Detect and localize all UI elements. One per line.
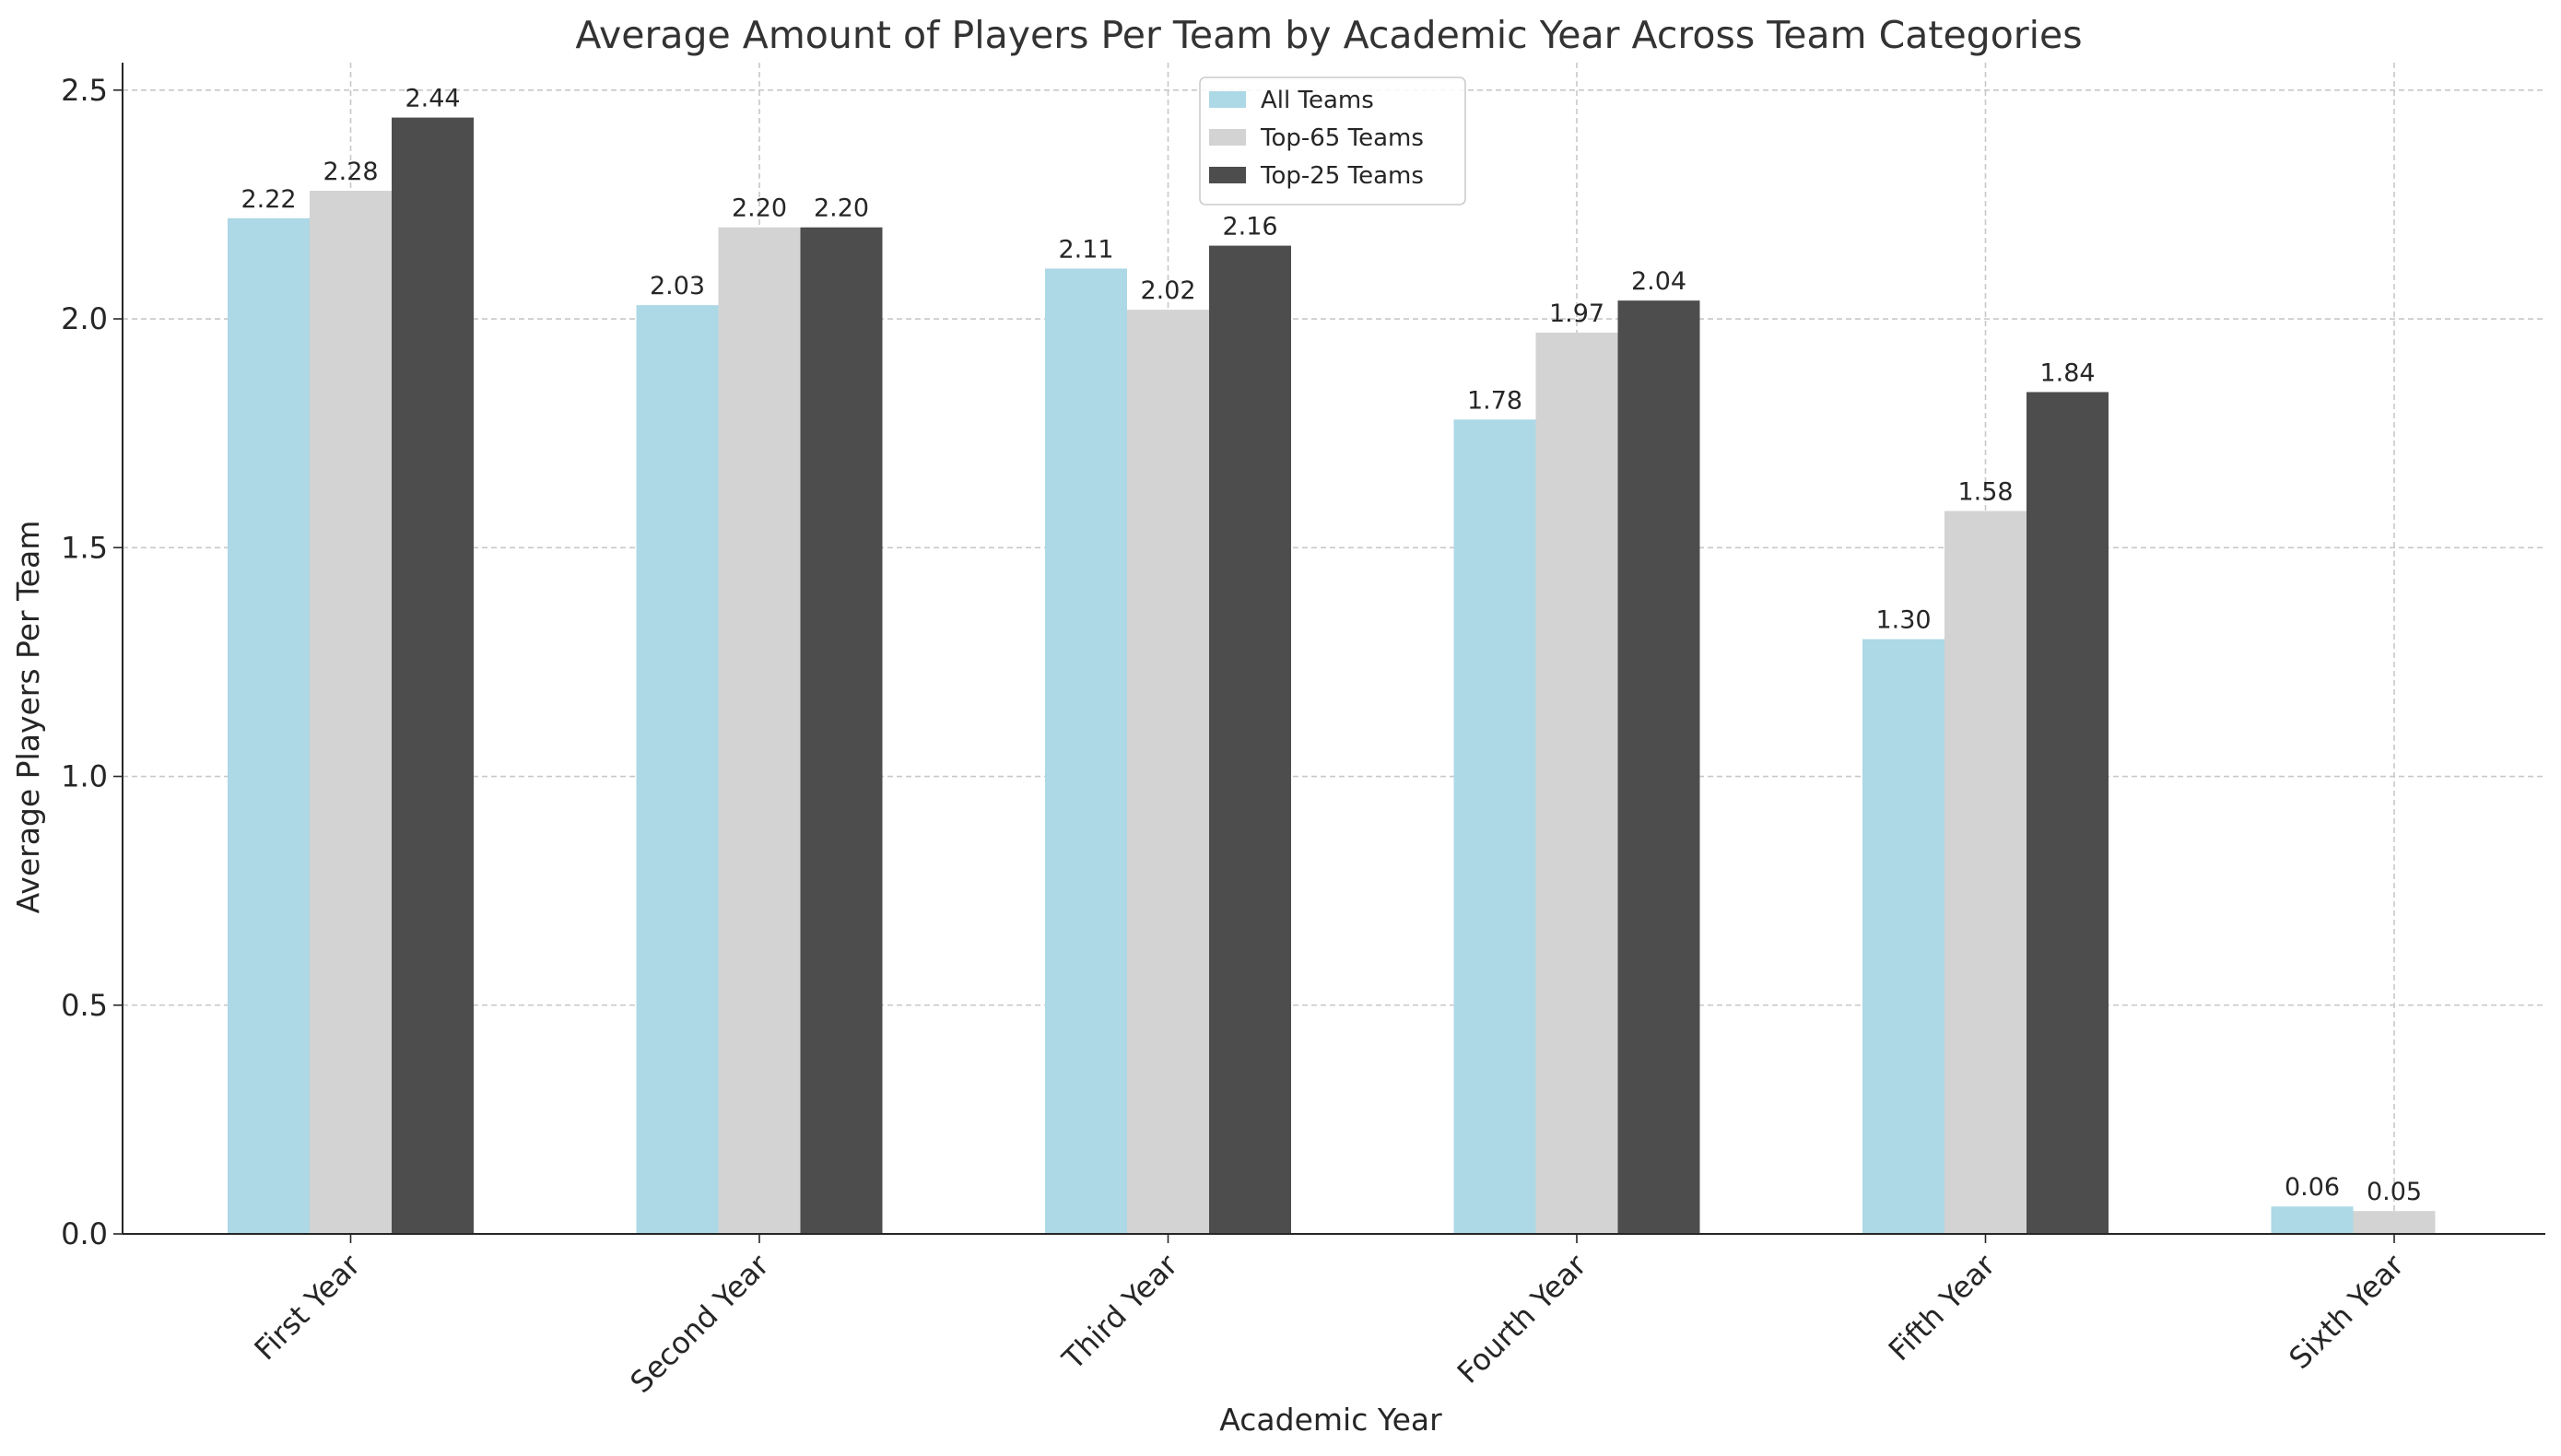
bar-value-label: 2.03 — [650, 272, 705, 300]
y-axis-label: Average Players Per Team — [10, 521, 46, 914]
legend-box — [1199, 76, 1466, 205]
x-tick-label: First Year — [248, 1247, 368, 1367]
bar — [2026, 392, 2109, 1234]
bar — [636, 305, 719, 1234]
bar — [1209, 245, 1291, 1234]
bar-value-label: 1.30 — [1875, 606, 1931, 635]
bar-value-label: 0.05 — [2367, 1178, 2422, 1206]
axes — [122, 63, 2545, 1235]
bar — [1045, 268, 1127, 1234]
bar-labels: 2.22 2.03 2.11 1.78 1.30 0.06 2.28 2.20 2.02 1.97… — [241, 85, 2422, 1207]
bar-value-label: 1.97 — [1549, 299, 1604, 328]
bars — [228, 117, 2436, 1234]
bar — [800, 227, 883, 1234]
x-tick-label: Fourth Year — [1451, 1247, 1593, 1390]
x-tick-label: Sixth Year — [2282, 1247, 2411, 1376]
legend-swatch — [1209, 91, 1246, 108]
bar — [2353, 1211, 2436, 1234]
y-tick-label: 2.0 — [61, 301, 108, 336]
bar-value-label: 2.04 — [1631, 267, 1686, 296]
bar-value-label: 2.20 — [732, 194, 787, 223]
bar-value-label: 2.44 — [405, 85, 460, 113]
bar — [2271, 1206, 2354, 1234]
x-axis-ticks: First Year Second Year Third Year Fourth Ye… — [248, 1234, 2411, 1400]
y-tick-label: 0.5 — [61, 988, 108, 1023]
bar-value-label: 2.02 — [1140, 276, 1195, 305]
bar-value-label: 0.06 — [2285, 1173, 2340, 1202]
bar — [1944, 511, 2026, 1234]
legend-entry-label: Top-65 Teams — [1260, 124, 1424, 152]
y-tick-label: 0.0 — [61, 1216, 108, 1251]
chart-title: Average Amount of Players Per Team by Ac… — [575, 13, 2082, 57]
bar-value-label: 1.78 — [1467, 386, 1522, 415]
bar-value-label: 2.20 — [814, 194, 869, 223]
legend: All Teams Top-65 Teams Top-25 Teams — [1199, 76, 1466, 205]
x-tick-label: Third Year — [1055, 1247, 1185, 1377]
bar-value-label: 2.11 — [1058, 235, 1113, 264]
x-tick-label: Fifth Year — [1882, 1247, 2003, 1368]
bar-value-label: 2.16 — [1222, 213, 1277, 241]
legend-entry-label: All Teams — [1261, 87, 1374, 114]
grid-lines — [123, 63, 2545, 1235]
bar — [392, 117, 474, 1234]
y-tick-label: 1.0 — [61, 759, 108, 794]
x-axis-label: Academic Year — [1219, 1402, 1442, 1438]
bar — [1127, 310, 1209, 1234]
y-axis-ticks: 0.0 0.5 1.0 1.5 2.0 2.5 — [61, 73, 123, 1251]
bar — [1535, 332, 1618, 1234]
bar-value-label: 1.58 — [1957, 478, 2013, 507]
legend-entry-label: Top-25 Teams — [1260, 162, 1424, 190]
legend-swatch — [1209, 129, 1246, 146]
bar-value-label: 2.28 — [323, 158, 378, 186]
bar-value-label: 2.22 — [241, 185, 296, 214]
bar — [1453, 419, 1536, 1234]
bar-value-label: 1.84 — [2039, 358, 2095, 387]
legend-swatch — [1209, 167, 1246, 183]
bar — [228, 217, 310, 1234]
y-tick-label: 2.5 — [61, 73, 108, 108]
bar — [310, 191, 392, 1234]
bar — [1617, 300, 1700, 1234]
x-tick-label: Second Year — [623, 1247, 776, 1400]
bar — [1862, 639, 1944, 1234]
bar — [718, 227, 801, 1234]
y-tick-label: 1.5 — [61, 530, 108, 565]
